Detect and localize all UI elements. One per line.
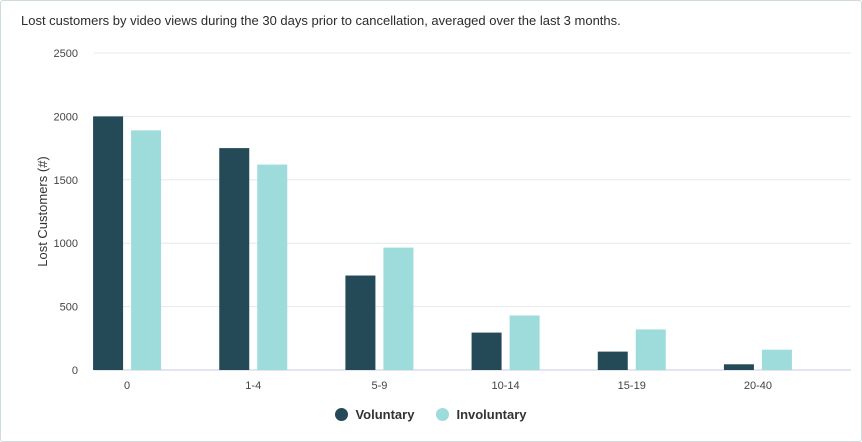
bar-involuntary-0 [131, 130, 162, 370]
bar-voluntary-15-19 [597, 351, 628, 370]
bar-voluntary-1-4 [219, 148, 250, 370]
y-tick-label: 500 [60, 302, 78, 314]
legend-swatch-voluntary [335, 408, 349, 421]
legend-item-voluntary[interactable]: Voluntary [335, 407, 414, 422]
bar-involuntary-1-4 [257, 164, 288, 370]
bar-voluntary-5-9 [345, 275, 376, 370]
legend-swatch-involuntary [436, 408, 450, 421]
bar-involuntary-15-19 [635, 329, 666, 370]
chart-title: Lost customers by video views during the… [21, 13, 621, 28]
x-tick-label: 20-40 [744, 380, 772, 392]
y-tick-label: 0 [72, 365, 78, 377]
x-tick-label: 15-19 [618, 380, 646, 392]
y-tick-label: 1000 [54, 238, 78, 250]
legend-label-involuntary: Involuntary [456, 407, 527, 422]
x-tick-label: 1-4 [245, 380, 261, 392]
bar-involuntary-10-14 [509, 315, 540, 370]
y-tick-label: 2000 [54, 111, 78, 123]
x-tick-label: 0 [124, 380, 130, 392]
bar-involuntary-5-9 [383, 247, 414, 370]
bar-voluntary-10-14 [471, 332, 502, 370]
y-tick-label: 1500 [54, 175, 78, 187]
legend: Voluntary Involuntary [1, 407, 861, 422]
bar-voluntary-0 [93, 116, 124, 371]
legend-label-voluntary: Voluntary [355, 407, 415, 422]
x-tick-label: 5-9 [371, 380, 387, 392]
y-axis-label: Lost Customers (#) [35, 156, 50, 267]
legend-item-involuntary[interactable]: Involuntary [436, 407, 527, 422]
bar-voluntary-20-40 [723, 364, 754, 370]
x-tick-label: 10-14 [492, 380, 520, 392]
y-tick-label: 2500 [54, 48, 78, 60]
bar-involuntary-20-40 [761, 349, 792, 370]
